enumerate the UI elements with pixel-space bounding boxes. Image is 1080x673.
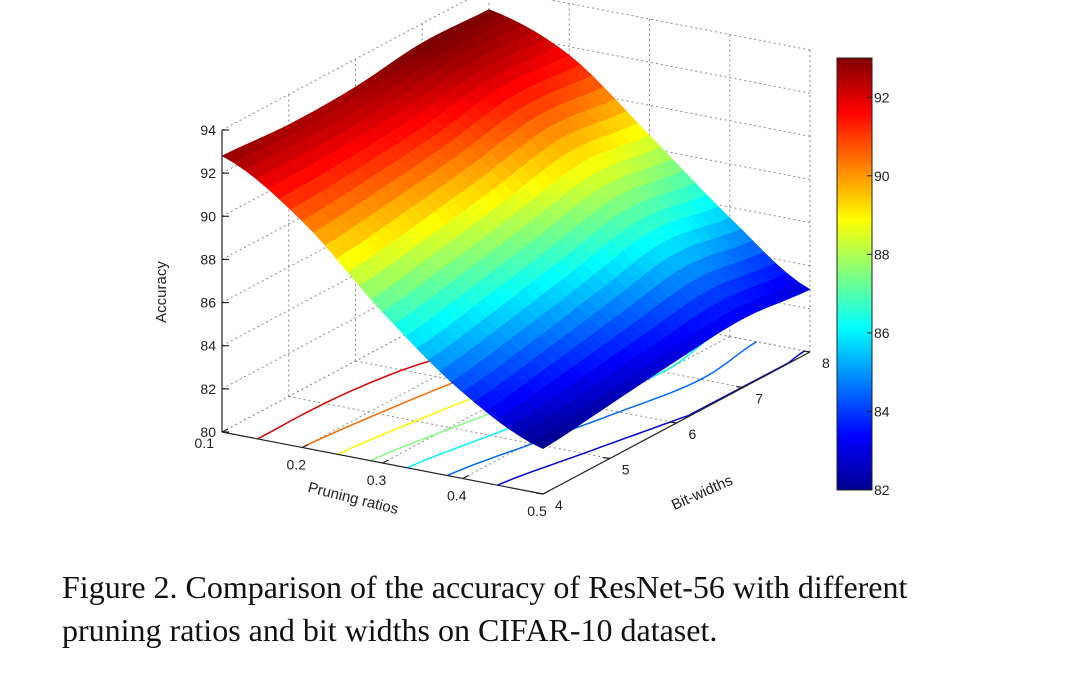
figure-caption: Figure 2. Comparison of the accuracy of … <box>62 566 1052 652</box>
colorbar-tick-label: 84 <box>874 403 890 419</box>
y-tick-label: 8 <box>822 355 830 371</box>
colorbar-gradient <box>836 57 873 491</box>
x-tick-label: 0.1 <box>195 435 215 451</box>
colorbar-tick-label: 88 <box>874 246 890 262</box>
y-tick-label: 6 <box>689 426 697 442</box>
colorbar-tick-label: 90 <box>874 168 890 184</box>
caption-line-2: pruning ratios and bit widths on CIFAR-1… <box>62 612 718 648</box>
x-tick-label: 0.5 <box>527 503 547 519</box>
surface-mesh <box>221 9 811 450</box>
y-tick <box>602 456 610 460</box>
z-tick-label: 92 <box>200 165 216 181</box>
caption-line-1: Figure 2. Comparison of the accuracy of … <box>62 569 908 605</box>
z-tick-label: 80 <box>200 424 216 440</box>
surface-chart: 80 82 84 86 88 90 92 94 0.1 0.2 0.3 0.4 0.5 4 5 6 7 8 Acc… <box>153 0 890 519</box>
z-tick-label: 88 <box>200 251 216 267</box>
y-axis-label: Bit-widths <box>669 472 735 514</box>
z-tick-label: 94 <box>200 122 216 138</box>
y-tick <box>669 421 677 424</box>
colorbar-ticks: 82 84 86 88 90 92 <box>867 89 890 498</box>
y-tick <box>535 492 544 495</box>
axes: 80 82 84 86 88 90 92 94 0.1 0.2 0.3 0.4 0.5 4 5 6 7 8 <box>195 122 830 519</box>
z-axis-label: Accuracy <box>153 261 170 323</box>
x-tick-label: 0.4 <box>447 488 467 504</box>
x-tick <box>382 459 389 464</box>
grid-line <box>221 246 490 390</box>
colorbar-tick-label: 86 <box>874 325 890 341</box>
x-tick <box>221 428 229 433</box>
grid-line <box>221 289 490 433</box>
grid-line <box>302 305 570 448</box>
colorbar-tick-label: 92 <box>874 89 890 105</box>
contour-line <box>497 350 806 486</box>
y-tick-label: 4 <box>555 497 563 513</box>
y-tick <box>802 350 811 353</box>
y-tick-label: 7 <box>755 391 763 407</box>
x-tick-label: 0.3 <box>367 472 387 488</box>
z-tick-label: 82 <box>200 381 216 397</box>
surface-patch <box>530 436 554 450</box>
x-tick <box>542 490 550 495</box>
x-tick <box>462 474 470 480</box>
z-tick-label: 84 <box>200 338 216 354</box>
contour-line <box>447 341 757 477</box>
x-tick <box>301 443 309 449</box>
colorbar: 82 84 86 88 90 92 <box>836 57 890 498</box>
x-tick-label: 0.2 <box>287 457 307 473</box>
z-tick-label: 90 <box>200 208 216 224</box>
colorbar-tick-label: 82 <box>874 482 890 498</box>
y-tick <box>736 385 744 389</box>
y-tick-label: 5 <box>622 462 630 478</box>
z-tick-label: 86 <box>200 295 216 311</box>
